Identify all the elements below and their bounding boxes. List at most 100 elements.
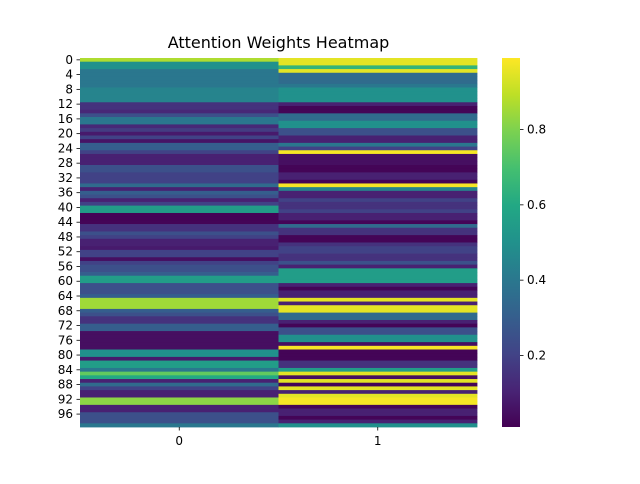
heatmap-cell: [80, 375, 279, 380]
heatmap-cell: [278, 308, 478, 314]
heatmap-cell: [80, 157, 279, 162]
heatmap-cell: [278, 168, 478, 173]
heatmap-cell: [80, 58, 279, 63]
heatmap-cell: [278, 316, 478, 321]
heatmap-cell: [278, 283, 478, 288]
y-tick-label: 32: [58, 171, 73, 185]
heatmap-cell: [80, 379, 279, 384]
heatmap-cell: [278, 386, 478, 391]
heatmap-cell: [80, 242, 279, 247]
heatmap-cell: [278, 183, 478, 188]
heatmap-cell: [80, 316, 279, 321]
y-tick-label: 76: [58, 333, 73, 347]
heatmap-cell: [80, 135, 279, 140]
y-tick-label: 80: [58, 348, 73, 362]
y-tick-label: 56: [58, 259, 73, 273]
heatmap-cell: [80, 94, 279, 99]
heatmap-cell: [278, 404, 478, 409]
heatmap-cell: [278, 408, 478, 413]
heatmap-cell: [80, 150, 279, 155]
y-tick-label: 0: [65, 53, 73, 67]
heatmap-cell: [278, 220, 478, 225]
heatmap-cell: [80, 360, 279, 365]
heatmap-cell: [80, 294, 279, 299]
heatmap-cell: [80, 98, 279, 103]
heatmap-cell: [278, 379, 478, 384]
heatmap-cell: [80, 419, 279, 424]
heatmap-cell: [278, 201, 478, 206]
heatmap-cell: [80, 139, 279, 144]
heatmap-cell: [80, 238, 279, 243]
heatmap-cell: [80, 212, 279, 218]
heatmap-cell: [278, 260, 478, 266]
heatmap-cell: [80, 257, 279, 262]
heatmap-cell: [80, 386, 279, 391]
colorbar-tick-label: 0.4: [527, 273, 546, 287]
heatmap-cells: [80, 58, 478, 428]
heatmap-cell: [80, 415, 279, 421]
y-tick-label: 24: [58, 141, 73, 155]
x-tick-label: 1: [374, 434, 382, 448]
heatmap-cell: [278, 253, 478, 258]
heatmap-cell: [80, 117, 279, 122]
heatmap-cell: [80, 412, 279, 417]
heatmap-cell: [80, 205, 279, 210]
heatmap-cell: [80, 319, 279, 325]
heatmap-cell: [80, 253, 279, 258]
y-tick-label: 64: [58, 289, 73, 303]
heatmap-cell: [278, 257, 478, 262]
heatmap-cell: [278, 290, 478, 295]
heatmap-cell: [80, 190, 279, 195]
heatmap-cell: [278, 275, 478, 280]
heatmap-cell: [80, 331, 279, 336]
heatmap-cell: [278, 249, 478, 254]
y-tick-label: 4: [65, 68, 73, 82]
heatmap-cell: [80, 105, 279, 111]
heatmap-cell: [80, 290, 279, 295]
heatmap-cell: [80, 91, 279, 96]
heatmap-cell: [278, 356, 478, 361]
heatmap-cell: [80, 109, 279, 114]
heatmap-cell: [80, 209, 279, 214]
heatmap-cell: [80, 83, 279, 88]
heatmap-cell: [80, 356, 279, 361]
heatmap-cell: [278, 212, 478, 218]
heatmap-cell: [80, 124, 279, 129]
y-tick-label: 40: [58, 200, 73, 214]
heatmap-cell: [278, 150, 478, 155]
heatmap-cell: [278, 76, 478, 81]
y-tick-label: 96: [58, 407, 73, 421]
heatmap-cell: [80, 305, 279, 310]
heatmap-cell: [80, 231, 279, 236]
colorbar-ticks: 0.2 0.4 0.6 0.8: [520, 123, 546, 362]
heatmap-cell: [278, 412, 478, 417]
heatmap-cell: [80, 301, 279, 306]
heatmap-cell: [80, 334, 279, 339]
heatmap-cell: [80, 76, 279, 81]
heatmap-cell: [80, 308, 279, 314]
heatmap-cell: [278, 301, 478, 306]
heatmap-cell: [278, 58, 478, 63]
heatmap-cell: [278, 375, 478, 380]
heatmap-cell: [80, 120, 279, 125]
heatmap-cell: [80, 393, 279, 398]
heatmap-cell: [80, 401, 279, 406]
heatmap-cell: [278, 423, 478, 428]
heatmap-cell: [278, 80, 478, 85]
heatmap-cell: [278, 83, 478, 88]
heatmap-cell: [80, 371, 279, 376]
heatmap-cell: [80, 172, 279, 177]
y-tick-label: 72: [58, 319, 73, 333]
heatmap-cell: [278, 198, 478, 203]
y-tick-label: 12: [58, 97, 73, 111]
y-tick-label: 48: [58, 230, 73, 244]
heatmap-cell: [80, 201, 279, 206]
heatmap-cell: [80, 283, 279, 288]
heatmap-cell: [278, 146, 478, 151]
y-tick-label: 16: [58, 112, 73, 126]
heatmap-cell: [278, 172, 478, 177]
heatmap-cell: [278, 69, 478, 74]
heatmap-cell: [80, 249, 279, 254]
